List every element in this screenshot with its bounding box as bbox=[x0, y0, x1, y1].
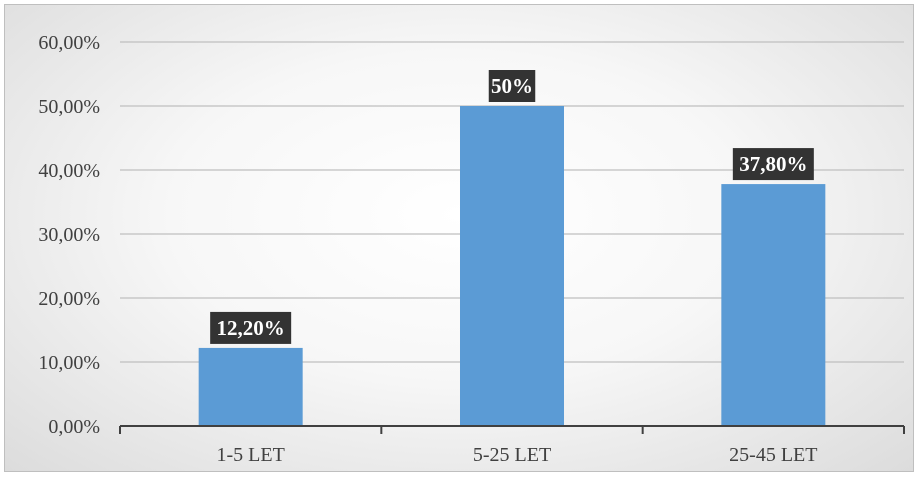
bar-25-45-let bbox=[721, 184, 825, 426]
y-tick-label: 50,00% bbox=[38, 96, 100, 118]
y-tick-label: 20,00% bbox=[38, 288, 100, 310]
data-label: 50% bbox=[489, 70, 536, 102]
bar-1-5-let bbox=[199, 348, 303, 426]
data-label-text: 50% bbox=[491, 74, 533, 98]
data-label-text: 12,20% bbox=[217, 316, 285, 340]
bars bbox=[199, 106, 826, 426]
x-axis-ticks: 1-5 LET 5-25 LET 25-45 LET bbox=[120, 426, 904, 466]
x-tick-label: 1-5 LET bbox=[217, 444, 285, 466]
x-tick-label: 5-25 LET bbox=[473, 444, 551, 466]
y-tick-label: 40,00% bbox=[38, 160, 100, 182]
y-tick-label: 60,00% bbox=[38, 32, 100, 54]
data-label-text: 37,80% bbox=[739, 152, 807, 176]
x-tick-label: 25-45 LET bbox=[729, 444, 817, 466]
y-tick-label: 0,00% bbox=[48, 416, 100, 438]
y-tick-label: 30,00% bbox=[38, 224, 100, 246]
y-axis-ticks: 0,00% 10,00% 20,00% 30,00% 40,00% 50,00% 60,00… bbox=[38, 32, 100, 438]
y-tick-label: 10,00% bbox=[38, 352, 100, 374]
data-label: 12,20% bbox=[210, 312, 291, 344]
bar-5-25-let bbox=[460, 106, 564, 426]
data-label: 37,80% bbox=[733, 148, 814, 180]
